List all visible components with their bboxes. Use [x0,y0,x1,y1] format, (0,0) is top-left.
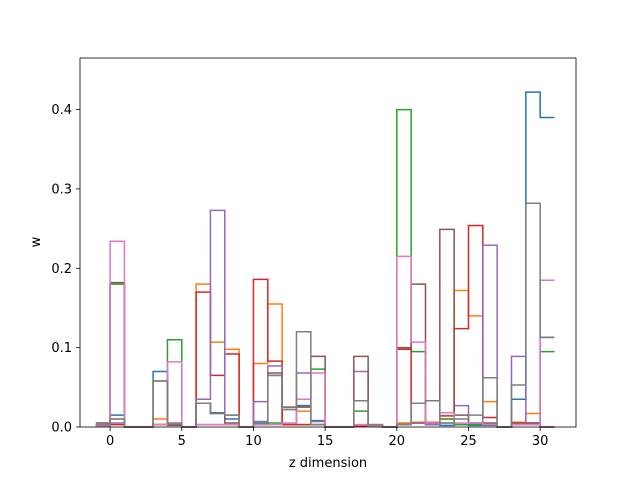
y-axis-label: w [29,236,44,247]
x-tick-label: 0 [106,434,114,449]
x-tick-label: 25 [460,434,477,449]
y-tick-label: 0.3 [51,182,72,197]
y-tick-label: 0.0 [51,421,72,436]
axes-frame [79,57,577,428]
x-axis-label: z dimension [289,456,367,471]
y-tick-label: 0.2 [51,262,72,277]
y-tick-label: 0.4 [51,103,72,118]
y-tick-label: 0.1 [51,341,72,356]
x-tick-label: 5 [178,434,186,449]
x-tick-label: 10 [245,434,262,449]
x-tick-label: 30 [532,434,549,449]
series-line-7 [95,202,555,428]
x-tick-label: 20 [389,434,406,449]
x-axis: 0 5 10 15 20 25 30 [106,427,548,449]
y-axis: 0.0 0.1 0.2 0.3 0.4 [51,103,80,436]
x-tick-label: 15 [317,434,334,449]
